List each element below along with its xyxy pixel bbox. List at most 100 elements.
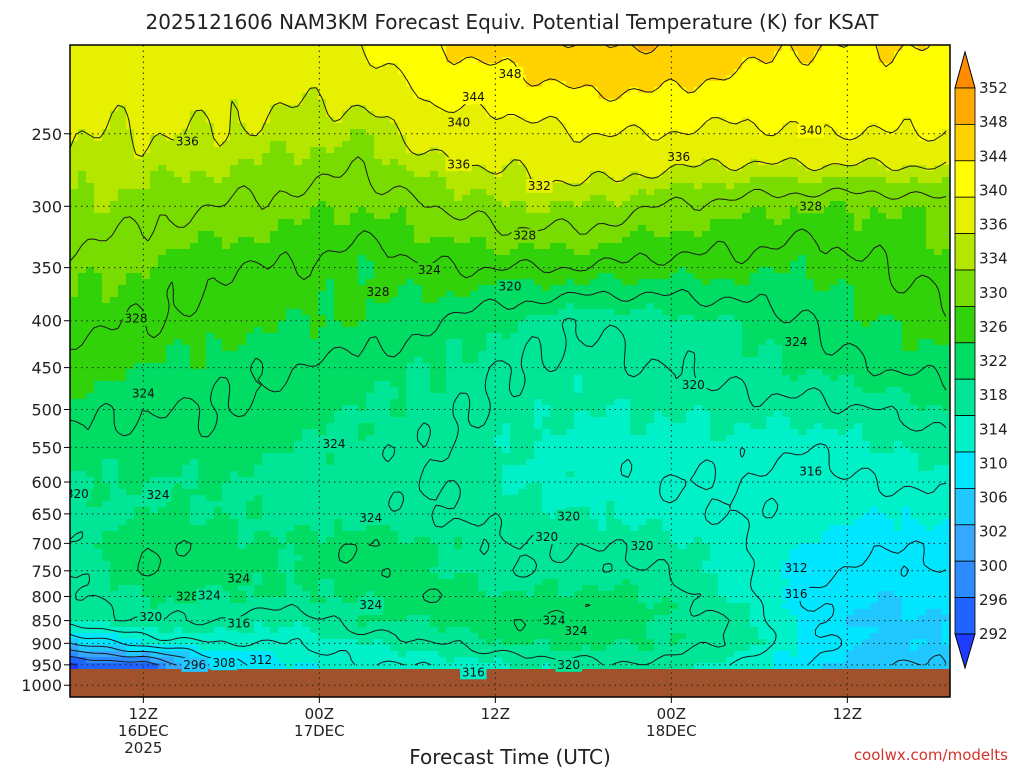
heatmap-cell: [158, 417, 167, 424]
heatmap-cell: [286, 375, 295, 382]
heatmap-cell: [382, 495, 391, 502]
heatmap-cell: [150, 405, 159, 412]
heatmap-cell: [102, 447, 111, 454]
heatmap-cell: [398, 231, 407, 238]
heatmap-cell: [390, 651, 399, 658]
heatmap-cell: [310, 69, 319, 76]
heatmap-cell: [310, 573, 319, 580]
heatmap-cell: [382, 513, 391, 520]
heatmap-cell: [358, 573, 367, 580]
heatmap-cell: [334, 651, 343, 658]
heatmap-cell: [238, 213, 247, 220]
heatmap-cell: [310, 393, 319, 400]
heatmap-cell: [430, 603, 439, 610]
heatmap-cell: [150, 75, 159, 82]
heatmap-cell: [150, 153, 159, 160]
heatmap-cell: [110, 591, 119, 598]
heatmap-cell: [374, 441, 383, 448]
heatmap-cell: [430, 387, 439, 394]
heatmap-cell: [174, 495, 183, 502]
heatmap-cell: [398, 315, 407, 322]
heatmap-cell: [126, 543, 135, 550]
heatmap-cell: [374, 93, 383, 100]
heatmap-cell: [366, 633, 375, 640]
heatmap-cell: [134, 261, 143, 268]
heatmap-cell: [310, 129, 319, 136]
heatmap-cell: [70, 249, 79, 256]
heatmap-cell: [118, 177, 127, 184]
heatmap-cell: [342, 129, 351, 136]
heatmap-cell: [430, 117, 439, 124]
heatmap-cell: [270, 387, 279, 394]
heatmap-cell: [310, 525, 319, 532]
heatmap-cell: [150, 465, 159, 472]
heatmap-cell: [230, 303, 239, 310]
heatmap-cell: [126, 639, 135, 646]
heatmap-cell: [86, 585, 95, 592]
heatmap-cell: [446, 543, 455, 550]
heatmap-cell: [166, 399, 175, 406]
heatmap-cell: [334, 345, 343, 352]
heatmap-cell: [374, 171, 383, 178]
heatmap-cell: [78, 69, 87, 76]
heatmap-cell: [326, 339, 335, 346]
heatmap-cell: [174, 81, 183, 88]
heatmap-cell: [342, 261, 351, 268]
heatmap-cell: [118, 93, 127, 100]
heatmap-cell: [294, 417, 303, 424]
heatmap-cell: [126, 273, 135, 280]
heatmap-cell: [158, 369, 167, 376]
heatmap-cell: [270, 543, 279, 550]
heatmap-cell: [102, 273, 111, 280]
heatmap-cell: [134, 477, 143, 484]
heatmap-cell: [366, 507, 375, 514]
heatmap-cell: [198, 273, 207, 280]
heatmap-cell: [326, 273, 335, 280]
heatmap-cell: [398, 399, 407, 406]
heatmap-cell: [102, 81, 111, 88]
heatmap-cell: [118, 507, 127, 514]
heatmap-cell: [174, 117, 183, 124]
heatmap-cell: [310, 633, 319, 640]
heatmap-cell: [206, 273, 215, 280]
heatmap-cell: [318, 543, 327, 550]
heatmap-cell: [126, 501, 135, 508]
heatmap-cell: [278, 453, 287, 460]
heatmap-cell: [230, 219, 239, 226]
heatmap-cell: [174, 585, 183, 592]
heatmap-cell: [166, 279, 175, 286]
heatmap-cell: [166, 357, 175, 364]
heatmap-cell: [198, 57, 207, 64]
heatmap-cell: [206, 165, 215, 172]
heatmap-cell: [366, 621, 375, 628]
heatmap-cell: [126, 207, 135, 214]
heatmap-cell: [70, 507, 79, 514]
heatmap-cell: [334, 663, 343, 670]
heatmap-cell: [278, 303, 287, 310]
heatmap-cell: [126, 147, 135, 154]
heatmap-cell: [310, 465, 319, 472]
heatmap-cell: [158, 81, 167, 88]
heatmap-cell: [238, 291, 247, 298]
heatmap-cell: [166, 315, 175, 322]
heatmap-cell: [326, 507, 335, 514]
heatmap-cell: [94, 87, 103, 94]
heatmap-cell: [182, 267, 191, 274]
heatmap-cell: [134, 249, 143, 256]
heatmap-cell: [302, 171, 311, 178]
heatmap-cell: [286, 285, 295, 292]
heatmap-cell: [270, 165, 279, 172]
heatmap-cell: [286, 387, 295, 394]
heatmap-cell: [358, 555, 367, 562]
heatmap-cell: [382, 447, 391, 454]
heatmap-cell: [286, 483, 295, 490]
heatmap-cell: [294, 201, 303, 208]
heatmap-cell: [414, 237, 423, 244]
heatmap-cell: [126, 45, 135, 52]
heatmap-cell: [430, 363, 439, 370]
heatmap-cell: [158, 519, 167, 526]
heatmap-cell: [358, 129, 367, 136]
heatmap-cell: [142, 399, 151, 406]
heatmap-cell: [302, 549, 311, 556]
heatmap-cell: [222, 213, 231, 220]
